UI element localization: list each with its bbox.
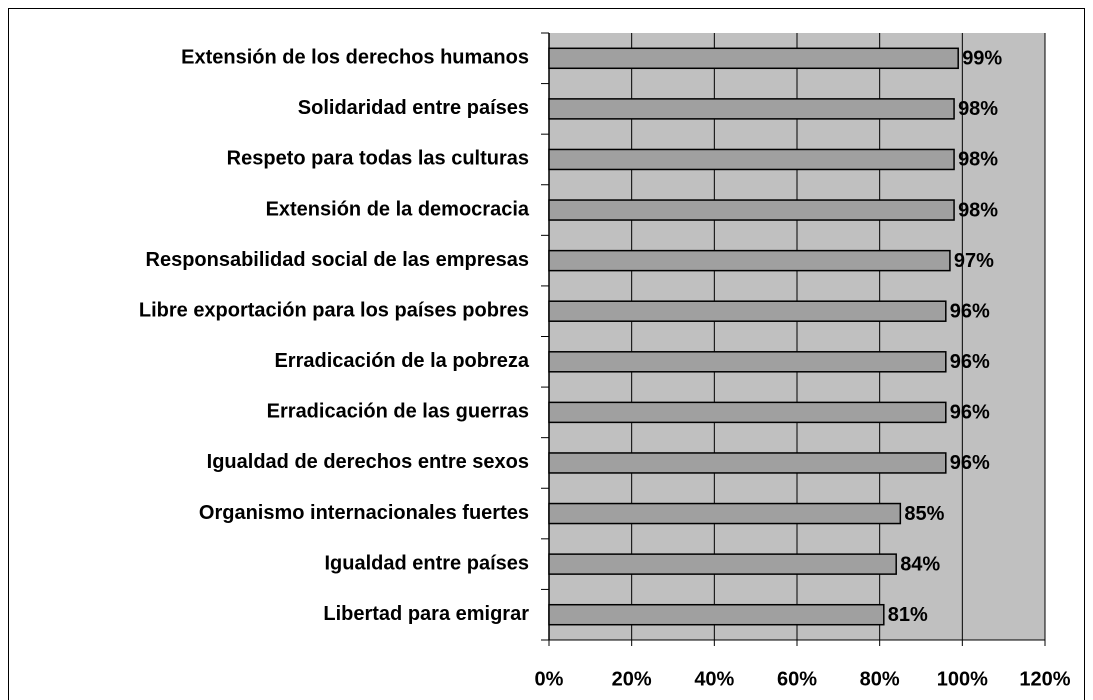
x-tick-label: 40% (694, 668, 734, 690)
bar (548, 199, 955, 221)
x-tick-label: 60% (777, 668, 817, 690)
value-label: 98% (958, 149, 998, 171)
y-tick-label: Solidaridad entre países (298, 97, 529, 119)
value-label: 96% (950, 300, 990, 322)
y-tick-label: Erradicación de las guerras (267, 401, 529, 423)
value-label: 99% (962, 48, 1002, 70)
bar (548, 452, 947, 474)
y-tick-label: Igualdad de derechos entre sexos (207, 451, 529, 473)
value-label: 97% (954, 250, 994, 272)
bar (548, 351, 947, 373)
value-label: 96% (950, 351, 990, 373)
chart-frame (8, 8, 1085, 700)
bar (548, 401, 947, 424)
x-tick-label: 0% (535, 668, 564, 690)
y-tick-label: Libertad para emigrar (323, 603, 529, 625)
y-tick-label: Organismo internacionales fuertes (199, 502, 529, 524)
x-tick-label: 120% (1019, 668, 1070, 690)
bar (548, 300, 947, 322)
value-label: 96% (950, 452, 990, 474)
x-tick-label: 20% (612, 668, 652, 690)
y-tick-label: Respeto para todas las culturas (227, 148, 529, 170)
y-tick-label: Extensión de la democracia (266, 198, 530, 220)
bar (548, 603, 885, 626)
value-label: 98% (958, 98, 998, 120)
y-tick-label: Responsabilidad social de las empresas (146, 249, 530, 271)
bar (548, 98, 955, 120)
value-label: 98% (958, 199, 998, 221)
value-label: 85% (904, 503, 944, 525)
value-label: 84% (900, 553, 940, 575)
bar (548, 502, 902, 525)
bar (548, 47, 959, 70)
bar (548, 148, 955, 171)
value-label: 81% (888, 604, 928, 626)
bar (548, 249, 951, 272)
bar (548, 553, 897, 575)
y-tick-label: Extensión de los derechos humanos (181, 47, 529, 69)
y-tick-label: Igualdad entre países (324, 552, 529, 574)
x-tick-label: 80% (860, 668, 900, 690)
y-tick-label: Libre exportación para los países pobres (139, 299, 529, 321)
x-tick-label: 100% (937, 668, 988, 690)
value-label: 96% (950, 402, 990, 424)
y-tick-label: Erradicación de la pobreza (274, 350, 529, 372)
